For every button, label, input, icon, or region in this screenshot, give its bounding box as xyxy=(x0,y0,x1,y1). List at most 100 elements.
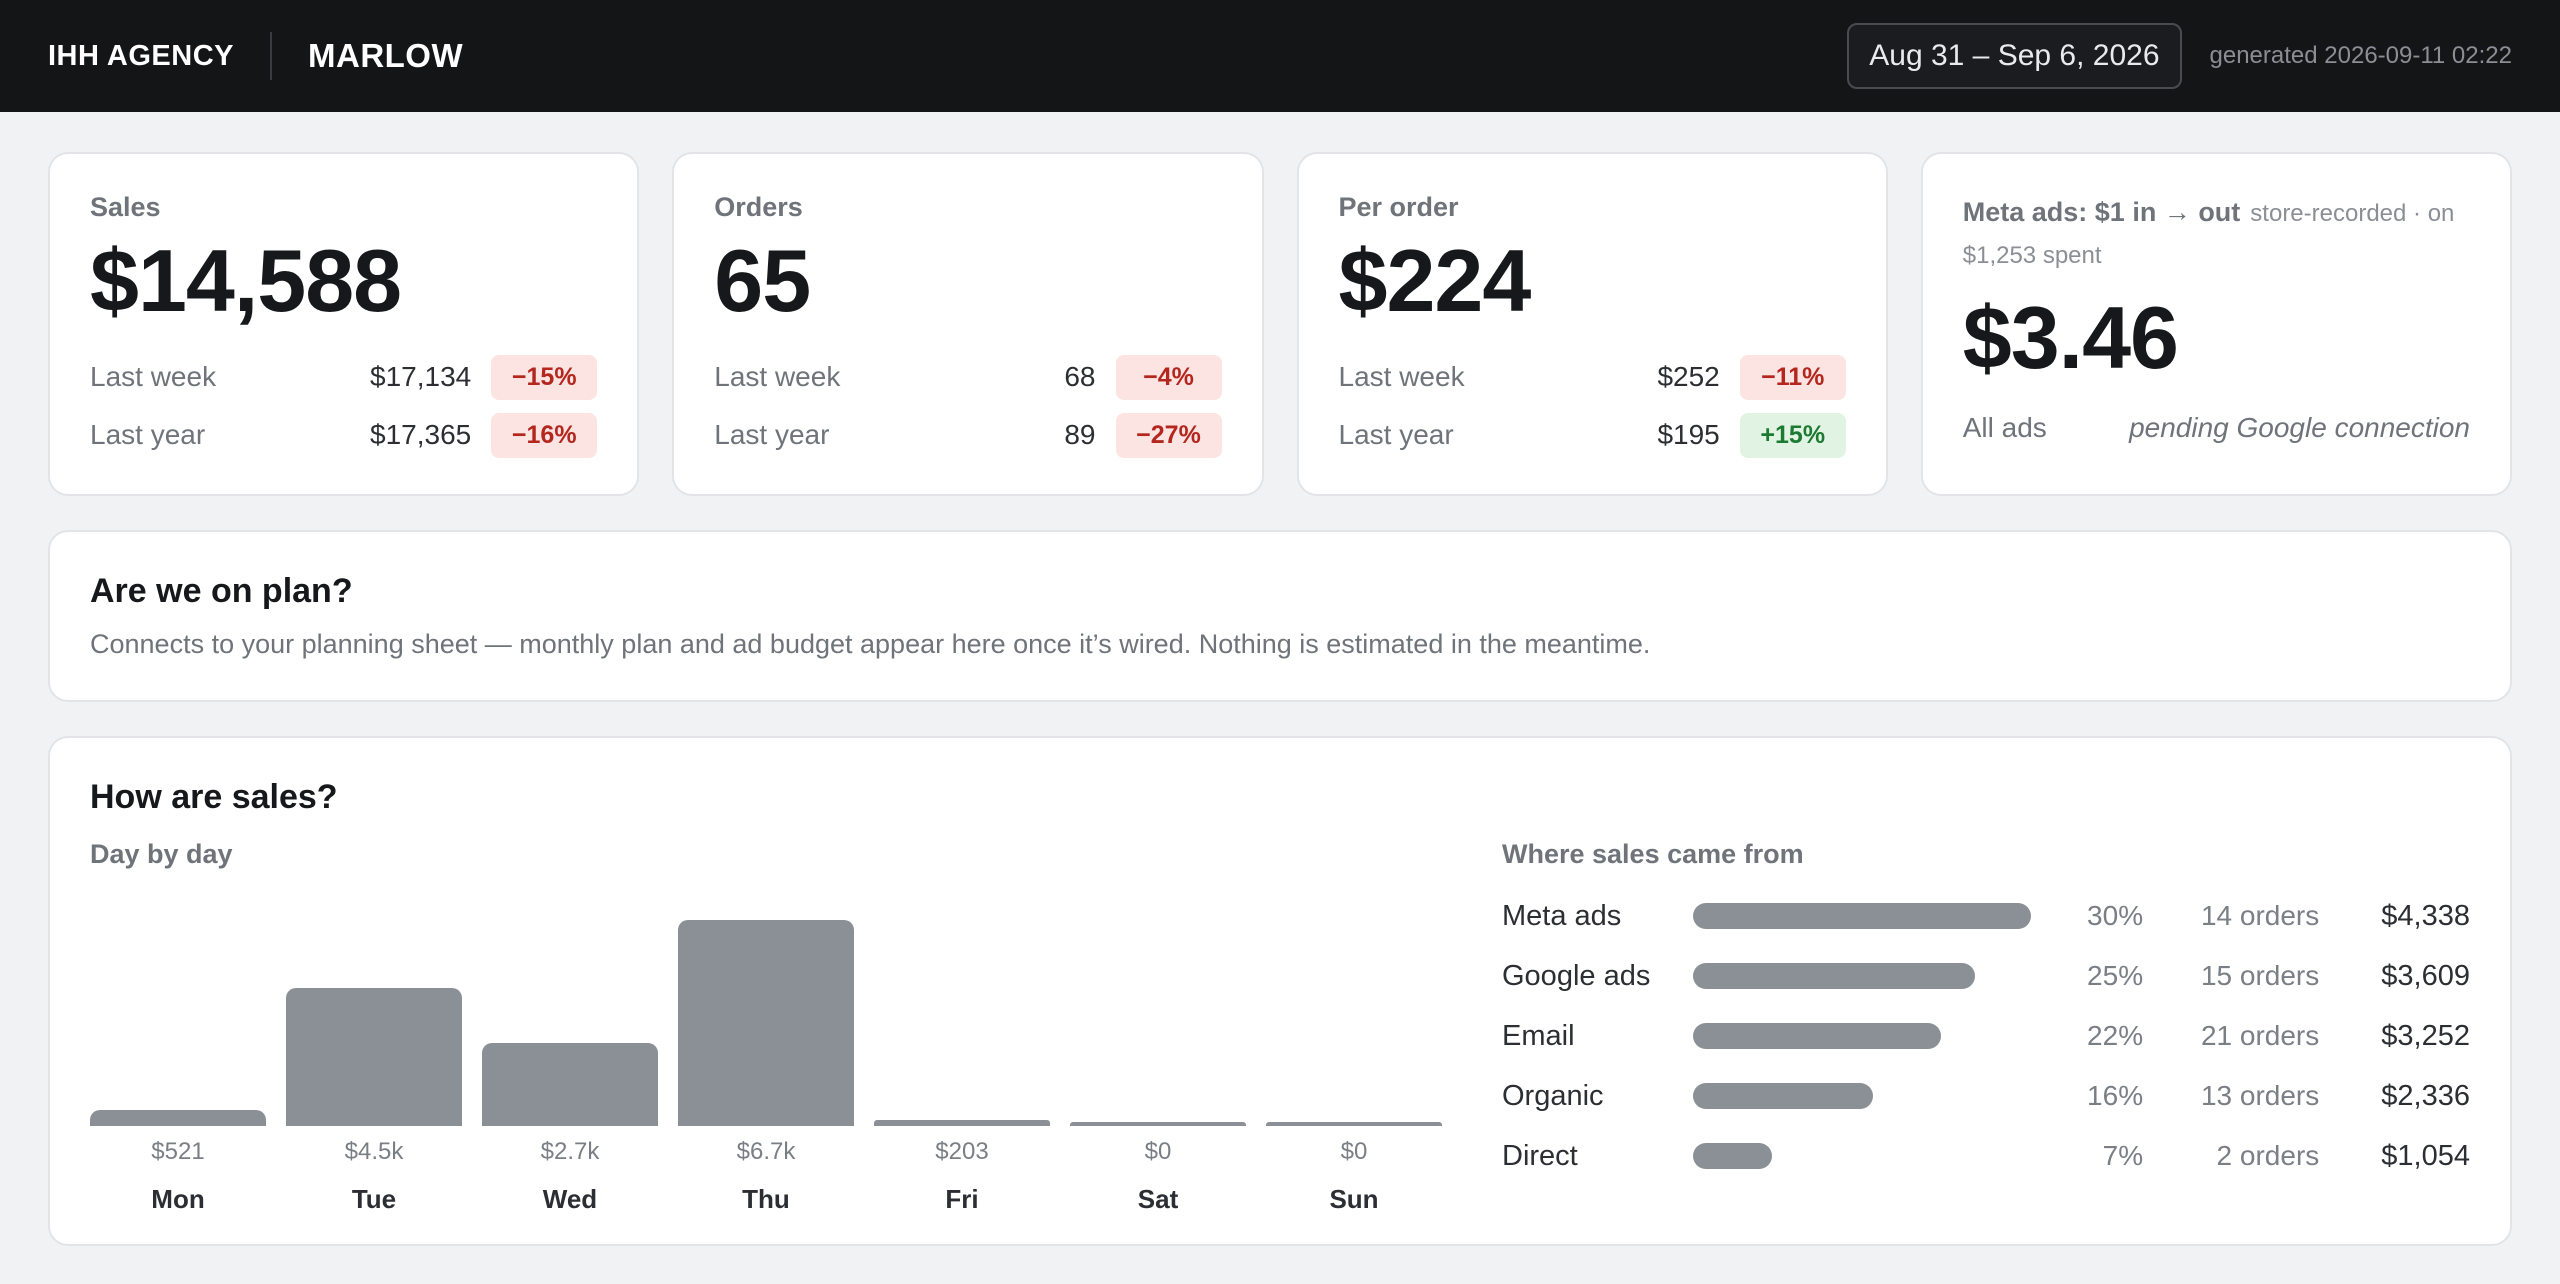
sales-sources: Where sales came from Meta ads 30% 14 orde… xyxy=(1502,839,2470,1226)
daily-sales-chart: Day by day $521 Mon $4.5k Tue $2.7k Wed $6.7k T… xyxy=(90,839,1446,1226)
source-percent: 25% xyxy=(2087,960,2144,991)
delta-badge: −16% xyxy=(491,412,598,458)
comparison-value: $17,365 xyxy=(370,419,472,450)
sources-list: Meta ads 30% 14 orders $4,338 Google ads 25% 1… xyxy=(1502,886,2470,1186)
source-percent: 7% xyxy=(2102,1140,2144,1171)
comparison-label: Last week xyxy=(90,361,217,392)
source-name: Google ads xyxy=(1502,959,1651,992)
kpi-card-per-order: Per order $224 Last week $252 −11% Last … xyxy=(1296,152,1888,496)
all-ads-status: pending Google connection xyxy=(2129,412,2470,443)
sales-card: How are sales? Day by day $521 Mon $4.5k Tu… xyxy=(48,736,2512,1246)
kpi-row: Sales $14,588 Last week $17,134 −15% Las… xyxy=(48,152,2512,496)
bar-value-label: $0 xyxy=(1144,1138,1172,1165)
delta-badge: −11% xyxy=(1739,354,1846,400)
source-row: Email 22% 21 orders $3,252 xyxy=(1502,1006,2470,1066)
source-amount: $3,609 xyxy=(2381,959,2470,992)
meta-header: Meta ads: $1 in → out store-recorded · on… xyxy=(1963,192,2470,276)
kpi-label: Sales xyxy=(90,192,161,222)
meta-title: Meta ads: $1 in → out xyxy=(1962,197,2241,227)
bar-day-label: Wed xyxy=(542,1184,598,1214)
comparison-row: Last year $195 +15% xyxy=(1338,412,1846,458)
meta-note: store-recorded · on $1,253 spent xyxy=(1962,200,2455,269)
source-amount: $3,252 xyxy=(2381,1019,2470,1052)
bar-day-label: Sat xyxy=(1137,1184,1179,1214)
meta-roas-value: $3.46 xyxy=(1962,288,2179,387)
source-orders: 21 orders xyxy=(2200,1020,2320,1051)
source-name: Organic xyxy=(1502,1079,1604,1112)
bar-day-label: Tue xyxy=(351,1184,397,1214)
source-bar xyxy=(1692,1083,1873,1109)
delta-badge: −27% xyxy=(1115,412,1222,458)
source-bar xyxy=(1692,963,1975,989)
bar-sun xyxy=(1266,1122,1442,1126)
bar-day-label: Thu xyxy=(742,1184,790,1214)
source-percent: 30% xyxy=(2087,900,2144,931)
source-orders: 2 orders xyxy=(2216,1140,2320,1171)
source-bar-track xyxy=(1692,1023,2036,1049)
bar-mon xyxy=(90,1110,266,1126)
comparison-value: 68 xyxy=(1064,361,1096,392)
bar-value-label: $0 xyxy=(1340,1138,1368,1165)
source-bar-track xyxy=(1692,1143,2036,1169)
comparison-label: Last year xyxy=(1338,419,1454,450)
source-row: Meta ads 30% 14 orders $4,338 xyxy=(1502,886,2470,946)
bar-value-label: $521 xyxy=(151,1138,205,1165)
bar-wed xyxy=(482,1043,658,1126)
comparison-label: Last year xyxy=(714,419,830,450)
source-amount: $1,054 xyxy=(2381,1139,2470,1172)
generated-timestamp: generated 2026-09-11 02:22 xyxy=(2209,42,2512,69)
bar-value-label: $4.5k xyxy=(344,1138,404,1165)
comparison-row: Last week 68 −4% xyxy=(714,354,1222,400)
comparison-value: $195 xyxy=(1657,419,1720,450)
header-divider xyxy=(270,32,272,80)
comparison-row: Last week $252 −11% xyxy=(1339,354,1846,400)
daily-title: Day by day xyxy=(90,839,233,869)
sales-title: How are sales? xyxy=(90,778,338,816)
bar-fri xyxy=(874,1120,1050,1126)
kpi-label: Per order xyxy=(1338,192,1459,222)
plan-title: Are we on plan? xyxy=(90,572,353,610)
plan-description: Connects to your planning sheet — monthl… xyxy=(90,629,1651,659)
daily-bar-labels: $521 Mon $4.5k Tue $2.7k Wed $6.7k Thu $203 Fri $0… xyxy=(90,1126,1446,1226)
comparison-label: Last week xyxy=(714,361,841,392)
source-row: Google ads 25% 15 orders $3,609 xyxy=(1502,946,2470,1006)
bar-sat xyxy=(1070,1122,1246,1126)
kpi-value: $14,588 xyxy=(90,231,402,330)
kpi-card-sales: Sales $14,588 Last week $17,134 −15% Las… xyxy=(48,152,640,496)
source-orders: 15 orders xyxy=(2200,960,2320,991)
comparison-value: $17,134 xyxy=(370,361,472,392)
source-name: Direct xyxy=(1502,1139,1578,1172)
bar-value-label: $2.7k xyxy=(540,1138,600,1165)
bar-thu xyxy=(678,920,854,1126)
source-bar-track xyxy=(1692,1083,2036,1109)
source-percent: 16% xyxy=(2087,1080,2144,1111)
source-name: Meta ads xyxy=(1502,899,1622,932)
kpi-card-meta-ads-roas: Meta ads: $1 in → out store-recorded · on… xyxy=(1920,152,2512,496)
date-range-selector[interactable]: Aug 31 – Sep 6, 2026 xyxy=(1847,23,2182,89)
kpi-value: $224 xyxy=(1338,231,1532,330)
bar-value-label: $203 xyxy=(935,1138,989,1165)
bar-value-label: $6.7k xyxy=(736,1138,796,1165)
bar-day-label: Fri xyxy=(945,1184,979,1214)
source-row: Direct 7% 2 orders $1,054 xyxy=(1502,1126,2470,1186)
source-row: Organic 16% 13 orders $2,336 xyxy=(1502,1066,2470,1126)
source-name: Email xyxy=(1502,1019,1575,1052)
sources-title: Where sales came from xyxy=(1502,839,1804,869)
bar-tue xyxy=(286,988,462,1126)
agency-brand: IHH AGENCY xyxy=(48,39,234,72)
client-name: MARLOW xyxy=(308,37,464,74)
comparison-value: $252 xyxy=(1657,361,1720,392)
source-bar xyxy=(1692,1023,1941,1049)
kpi-card-orders: Orders 65 Last week 68 −4% Last year 89 … xyxy=(672,152,1264,496)
source-bar xyxy=(1692,1143,1772,1169)
plan-card: Are we on plan? Connects to your plannin… xyxy=(48,530,2512,702)
source-amount: $2,336 xyxy=(2381,1079,2470,1112)
bar-day-label: Sun xyxy=(1329,1184,1379,1214)
bar-day-label: Mon xyxy=(151,1184,205,1214)
comparison-row: Last year $17,365 −16% xyxy=(90,412,598,458)
source-orders: 13 orders xyxy=(2200,1080,2320,1111)
kpi-value: 65 xyxy=(714,231,811,330)
kpi-label: Orders xyxy=(714,192,803,222)
delta-badge: −15% xyxy=(491,354,598,400)
all-ads-label: All ads xyxy=(1962,412,2047,443)
